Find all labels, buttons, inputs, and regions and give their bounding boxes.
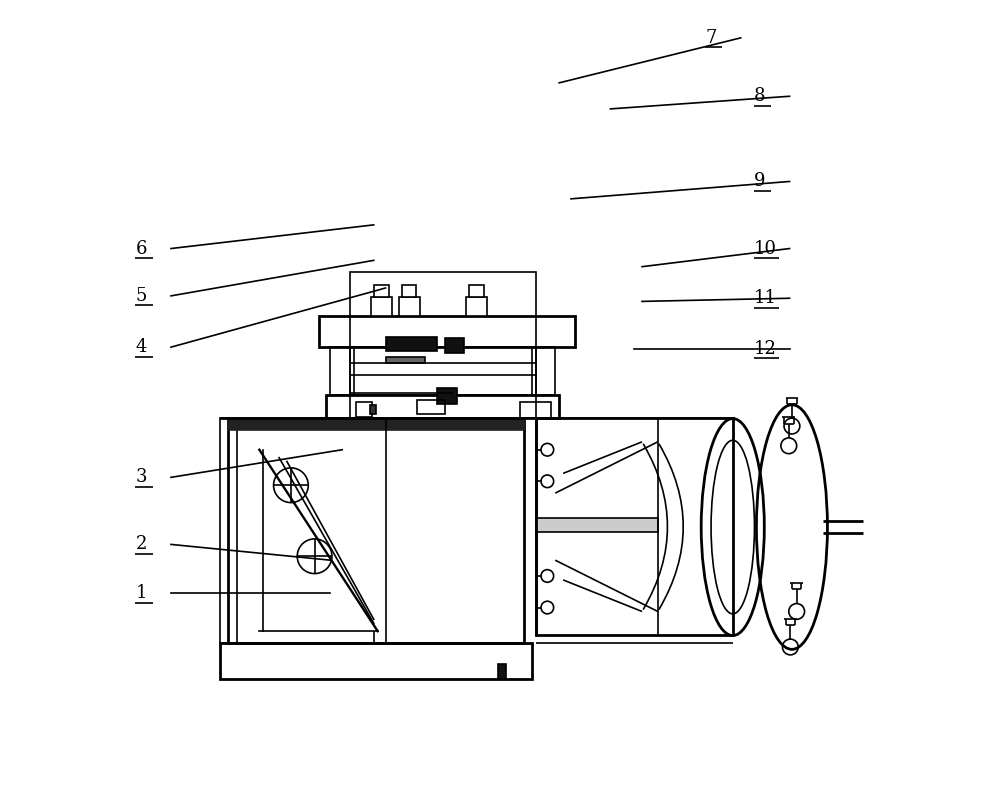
Bar (536, 418, 733, 635)
Bar (319, 316, 575, 347)
Bar (469, 285, 484, 297)
Bar (356, 402, 372, 417)
Bar (326, 394, 559, 418)
Bar (445, 338, 464, 353)
Text: 3: 3 (135, 469, 147, 486)
Bar (402, 285, 416, 297)
Text: 11: 11 (754, 290, 777, 307)
Text: 4: 4 (135, 338, 147, 356)
Bar (466, 297, 487, 316)
Bar (520, 402, 551, 418)
Bar (386, 337, 437, 351)
Bar (350, 272, 536, 418)
Text: 1: 1 (135, 585, 147, 602)
Bar (532, 347, 555, 394)
Bar (220, 643, 532, 679)
Text: 7: 7 (705, 29, 717, 47)
Text: 5: 5 (135, 287, 147, 305)
Bar (228, 418, 524, 643)
Bar (330, 347, 354, 394)
Text: 10: 10 (754, 240, 777, 257)
Bar (374, 285, 389, 297)
Bar (370, 405, 376, 414)
Bar (371, 297, 392, 316)
Bar (536, 518, 658, 532)
Bar (350, 347, 536, 394)
Text: 6: 6 (135, 240, 147, 257)
Bar (228, 418, 524, 430)
Bar (399, 297, 420, 316)
Text: 9: 9 (754, 173, 766, 190)
Text: 12: 12 (754, 340, 777, 357)
Text: 8: 8 (754, 88, 766, 105)
Bar (437, 388, 457, 404)
Bar (386, 357, 425, 363)
Text: 2: 2 (135, 536, 147, 553)
Bar (220, 418, 237, 643)
Bar (417, 400, 445, 414)
Bar (498, 664, 506, 679)
